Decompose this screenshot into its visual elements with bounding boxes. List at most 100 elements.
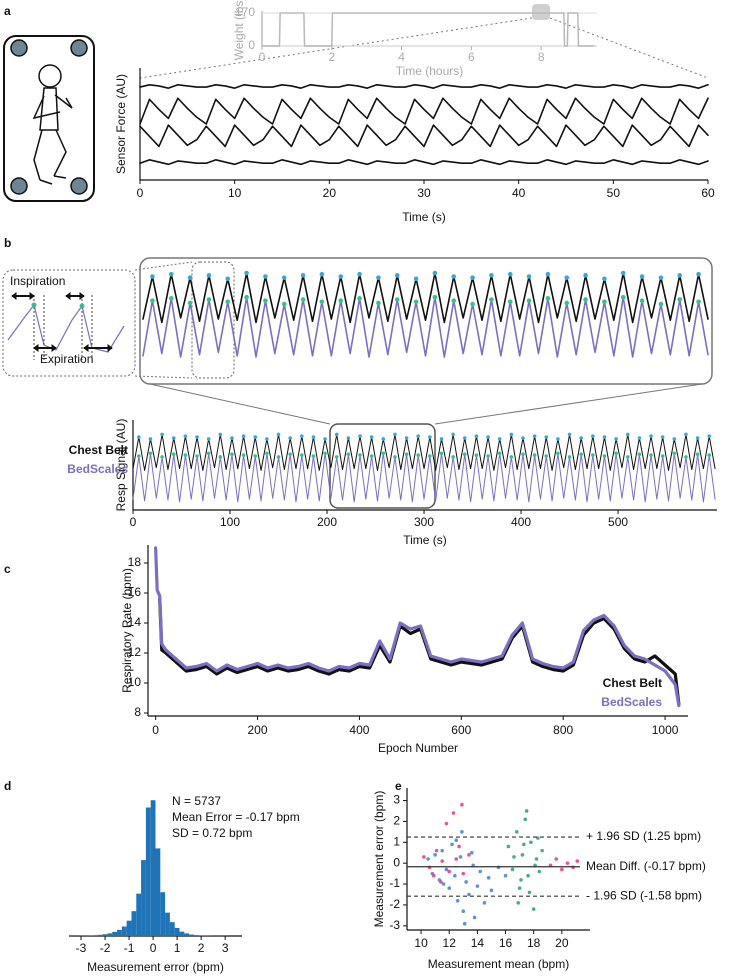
peak-marker — [357, 271, 362, 277]
zoom-guide — [139, 17, 533, 79]
peak-marker — [637, 436, 642, 440]
histogram-bar — [117, 929, 122, 936]
scatter-point — [496, 865, 501, 870]
peak-marker — [489, 297, 494, 302]
histogram-bar — [160, 892, 166, 936]
peak-marker — [276, 432, 281, 437]
peak-marker — [265, 451, 269, 456]
peak-marker — [311, 454, 316, 458]
scatter-point — [527, 890, 532, 895]
peak-marker — [486, 435, 490, 439]
scatter-point — [534, 857, 539, 861]
x-tick-label: 20 — [555, 936, 569, 950]
scatter-point — [503, 873, 508, 878]
peak-marker — [462, 452, 467, 457]
zoom-guide — [134, 261, 193, 271]
x-tick-label: 2 — [198, 941, 205, 955]
peak-marker — [579, 452, 583, 457]
peak-marker — [137, 454, 141, 458]
peak-marker — [323, 437, 327, 441]
peak-marker — [677, 297, 683, 302]
x-axis-label: Measurement error (bpm) — [87, 960, 224, 974]
peak-marker — [376, 300, 381, 306]
scatter-point — [571, 865, 575, 870]
peak-marker — [288, 436, 292, 440]
histogram-bar — [184, 933, 190, 936]
histogram-bar — [107, 933, 113, 936]
scatter-point — [520, 853, 525, 857]
peak-marker — [614, 451, 618, 456]
x-tick-label: 300 — [414, 515, 434, 529]
peak-marker — [183, 453, 188, 457]
legend-label: BedScales — [601, 695, 662, 709]
peak-marker — [470, 301, 475, 307]
peak-marker — [265, 437, 269, 441]
x-axis-label: Time (s) — [402, 210, 446, 224]
scatter-point — [438, 880, 443, 884]
histogram-bar — [131, 911, 137, 936]
y-tick-label: 1 — [393, 834, 400, 848]
scatter-point — [506, 844, 511, 849]
peak-marker — [532, 434, 537, 439]
series-line — [139, 97, 709, 125]
histogram-bar — [165, 912, 170, 936]
peak-marker — [338, 298, 344, 303]
histogram-bar — [169, 922, 175, 936]
reference-label: Mean Diff. (-0.17 bpm) — [586, 859, 706, 873]
peak-marker — [545, 271, 551, 277]
scatter-point — [451, 811, 456, 815]
peak-marker — [497, 451, 502, 456]
scatter-point — [469, 850, 474, 855]
peak-marker — [602, 454, 607, 458]
x-tick-label: 60 — [701, 186, 715, 200]
scatter-point — [426, 857, 430, 861]
histogram-bar — [102, 934, 108, 936]
peak-marker — [230, 436, 234, 440]
peak-marker — [346, 436, 351, 440]
peak-marker — [556, 451, 560, 456]
scatter-point — [444, 821, 449, 826]
peak-marker — [567, 455, 572, 459]
peak-marker — [649, 434, 653, 439]
peak-marker — [358, 434, 362, 439]
peak-marker — [416, 453, 421, 457]
scatter-point — [526, 873, 530, 878]
x-tick-label: 1 — [174, 941, 181, 955]
series-line — [158, 597, 681, 706]
y-tick-label: -3 — [389, 918, 400, 932]
peak-marker — [206, 437, 211, 441]
peak-marker — [171, 436, 176, 440]
peak-marker — [602, 299, 607, 305]
peak-marker — [393, 432, 397, 437]
peak-marker — [244, 294, 249, 300]
peak-marker — [474, 434, 479, 439]
peak-marker — [263, 298, 268, 303]
scatter-point — [461, 871, 466, 876]
peak-marker — [684, 432, 688, 437]
x-tick-label: 14 — [471, 936, 485, 950]
y-axis-label: Sensor Force (AU) — [114, 74, 128, 174]
series-line — [261, 12, 595, 47]
scatter-point — [427, 865, 432, 870]
scatter-point — [458, 855, 463, 859]
scatter-point — [467, 853, 471, 857]
peak-marker — [187, 300, 193, 306]
scatter-point — [460, 830, 464, 834]
peak-marker — [532, 453, 537, 457]
x-tick-label: 400 — [511, 515, 531, 529]
peak-marker — [168, 271, 174, 277]
highlight-window — [532, 4, 550, 20]
x-tick-label: 1000 — [652, 723, 679, 737]
zoom-guide — [434, 383, 703, 425]
y-tick-label: 8 — [134, 705, 141, 719]
scatter-point — [523, 817, 528, 822]
peak-marker — [148, 437, 153, 441]
peak-marker — [439, 437, 444, 441]
peak-marker — [660, 454, 665, 458]
histogram-bar — [141, 860, 146, 936]
scatter-point — [472, 915, 477, 920]
histogram-bar — [126, 920, 132, 936]
peak-marker — [507, 271, 513, 277]
